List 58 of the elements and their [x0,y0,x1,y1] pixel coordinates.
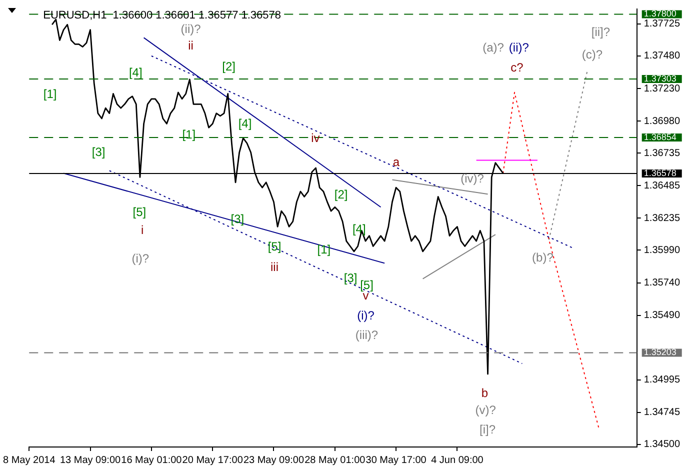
annotation: [4] [128,65,142,80]
y-tick-label: 1.37230 [644,83,680,94]
annotation: [1] [43,86,57,101]
y-tick-label: 1.37725 [644,18,680,30]
annotation: [i]? [480,422,496,437]
annotation: [ii]? [591,24,610,39]
x-tick-label: 23 May 09:00 [243,454,304,466]
y-tick-label: 1.34745 [644,407,680,418]
annotation: ii [188,38,194,53]
annotation: [3] [344,271,358,285]
annotation: [3] [92,145,106,160]
x-tick-label: 20 May 17:00 [182,454,244,466]
x-tick-label: 28 May 01:00 [304,454,366,466]
annotation: [4] [238,116,252,130]
annotation: iii [270,260,278,274]
annotation: [5] [268,240,282,254]
annotation: b [481,386,488,400]
y-tick-label: 1.35990 [644,244,680,256]
annotation: (ii)? [180,22,202,36]
annotation: [5] [132,205,146,220]
x-tick-label: 16 May 01:00 [121,454,182,466]
annotation: (iii)? [355,328,378,342]
ref-line-label: 1.37800 [644,8,676,19]
x-tick-label: 13 May 09:00 [60,454,122,466]
x-tick-label: 4 Jun 09:00 [431,454,484,466]
line-series [502,92,600,428]
y-tick-label: 1.36235 [644,212,680,224]
annotation: [2] [334,187,348,202]
annotation: [2] [222,59,236,74]
annotation: [5] [360,278,374,292]
annotation: [4] [352,222,366,236]
annotation: (a)? [482,40,504,55]
y-tick-label: 1.36735 [644,148,680,159]
x-tick-label: 30 May 17:00 [366,454,427,466]
y-tick-label: 1.36485 [644,180,680,192]
y-tick-label: 1.34995 [644,374,680,386]
annotation: (i)? [357,308,375,322]
ref-line-label: 1.36854 [644,132,676,142]
ref-line-label: 1.35203 [644,347,676,358]
ref-line-label: 1.37303 [644,73,676,84]
annotation: (c)? [582,48,603,62]
y-tick-label: 1.35490 [644,310,680,322]
annotation: [1] [317,242,331,256]
y-tick-label: 1.37480 [644,50,680,62]
y-tick-label: 1.35740 [644,278,680,288]
y-tick-label: 1.36980 [644,116,680,127]
annotation: [1] [182,127,196,142]
annotation: (b)? [532,250,554,264]
ref-line-label: 1.36578 [644,168,676,178]
x-tick-label: 8 May 2014 [2,454,56,466]
annotation: (ii)? [508,40,530,55]
annotation: i [140,222,144,237]
annotation: a [392,154,400,169]
annotation: (i)? [132,251,150,266]
annotation: (v)? [475,402,496,417]
annotation: c? [510,60,524,74]
annotation: (iv)? [460,172,484,186]
y-tick-label: 1.34500 [644,439,680,450]
